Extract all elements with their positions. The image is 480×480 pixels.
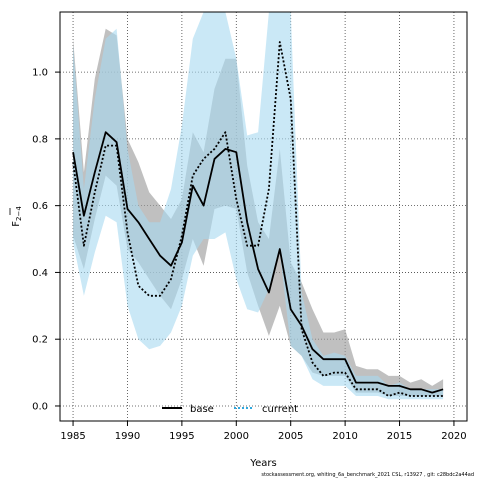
- y-tick-label: 0.2: [32, 335, 48, 346]
- x-axis-title: Years: [249, 458, 276, 469]
- series-line-base: [72, 131, 444, 394]
- x-axis: 1985 1990 1995 2000 2005 2010 2015 2020: [60, 421, 467, 442]
- y-tick-label: 0.8: [32, 134, 48, 145]
- y-tick-label: 0.0: [32, 401, 48, 412]
- legend-label-current: current: [262, 404, 298, 415]
- y-axis-title-main: F: [11, 221, 22, 227]
- x-tick-label: 2005: [278, 431, 303, 442]
- y-axis-title: F2−4: [11, 206, 23, 227]
- x-tick-label: 2015: [387, 431, 412, 442]
- series-lines: [72, 41, 444, 397]
- confidence-band-current: [73, 12, 444, 400]
- x-tick-label: 2010: [332, 431, 357, 442]
- x-tick-label: 2000: [224, 431, 249, 442]
- y-tick-label: 0.4: [32, 268, 48, 279]
- x-tick-label: 1985: [60, 431, 85, 442]
- y-axis: 0.0 0.2 0.4 0.6 0.8 1.0: [32, 68, 60, 412]
- confidence-bands: [73, 12, 444, 400]
- y-tick-label: 1.0: [32, 68, 48, 79]
- series-line-current: [72, 41, 444, 397]
- x-tick-label: 1995: [169, 431, 194, 442]
- y-tick-label: 0.6: [32, 201, 48, 212]
- x-tick-label: 1990: [115, 431, 140, 442]
- plot-frame: [59, 11, 468, 422]
- legend: base current: [162, 404, 298, 415]
- y-axis-title-subscript: 2−4: [15, 206, 23, 221]
- legend-label-base: base: [190, 404, 214, 415]
- footer-credit: stockassessment.org, whiting_6a_benchmar…: [261, 472, 474, 478]
- x-tick-label: 2020: [441, 431, 466, 442]
